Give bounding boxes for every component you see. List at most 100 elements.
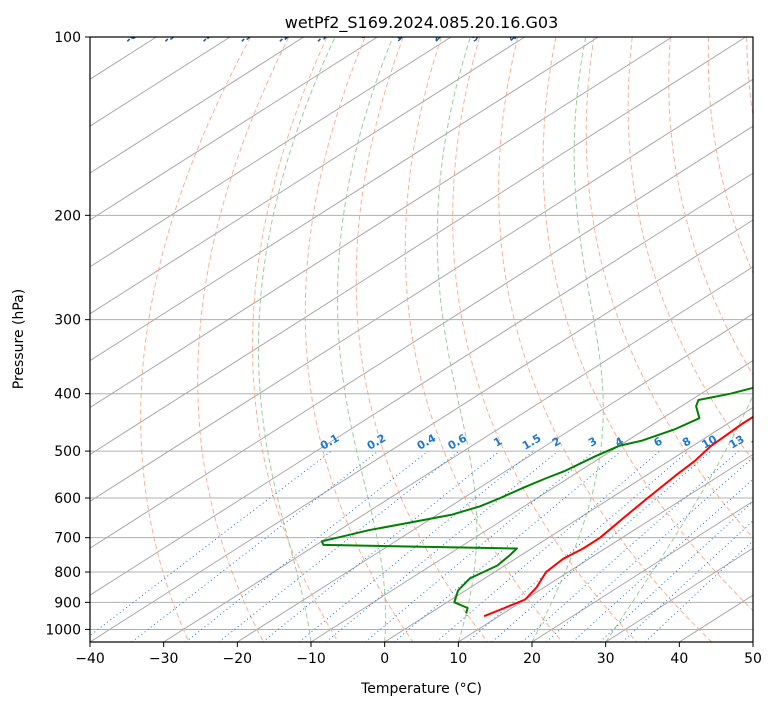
mixing-ratio-line [545,457,753,642]
mixing-ratio-line [644,540,753,642]
x-tick-label: −30 [149,651,179,667]
isotherm-line [90,37,452,268]
dry-adiabat-label: -20 [275,23,298,46]
mixing-ratio-label: 0.4 [415,431,439,452]
profile-series [320,386,753,618]
dry-adiabat-line [140,37,252,642]
dry-adiabat-line [668,37,753,376]
moist-adiabat-line [258,37,336,642]
y-tick-label: 1000 [45,622,81,638]
plot-frame [89,36,754,643]
dry-adiabat-line [498,37,713,642]
isotherm-line [163,266,753,642]
isotherm-line [90,37,378,221]
isotherm-line [384,406,753,642]
y-tick-label: 300 [54,313,81,329]
y-axis-title: Pressure (hPa) [11,289,27,389]
dewpoint-series-line [320,386,753,614]
x-tick-label: −40 [75,651,105,667]
temperature-series-line [483,415,753,618]
isotherm-line [310,360,753,642]
isotherm-line [90,125,753,549]
dry-adiabat-line [355,37,488,642]
isotherm-line [458,453,753,642]
isotherm-line [90,37,304,174]
y-tick-label: 200 [54,208,81,224]
dry-adiabat-line [585,37,753,539]
dry-adiabat-label: -30 [237,23,260,46]
mixing-ratio-lines [90,450,753,642]
x-tick-label: 40 [670,651,688,667]
y-tick-label: 800 [54,565,81,581]
isotherm-line [237,313,753,642]
dry-adiabat-line [542,37,753,612]
mixing-ratio-line [393,450,622,642]
moist-adiabat-line [337,37,394,642]
dry-adiabat-label: 30 [467,24,487,44]
mixing-ratio-label: 0.2 [365,432,388,453]
isotherms [90,37,753,642]
y-tick-label: 600 [54,491,81,507]
mixing-ratio-label: 2 [550,435,563,450]
isotherm-line [90,37,673,409]
mixing-ratio-label: 3 [586,435,599,450]
moist-adiabats [258,37,753,642]
isotherm-line [90,78,753,502]
isotherm-line [531,500,753,642]
isotherm-line [90,37,746,456]
dry-adiabat-label: -10 [313,23,336,46]
isotherm-line [679,594,753,642]
dry-adiabat-label: -60 [122,23,145,46]
dry-adiabat-line [197,37,290,642]
dry-adiabat-line [251,37,339,642]
mixing-ratio-line [467,450,689,642]
background-line-labels: 0.10.20.40.611.52346810131620253036-60-5… [122,23,769,453]
x-tick-label: −20 [223,651,253,667]
x-tick-label: 10 [449,651,467,667]
dry-adiabat-line [404,37,563,642]
y-axis-ticks: 1000 900 800 700 600 500 400 300 200 100 [45,30,90,638]
dry-adiabat-label: 20 [429,24,449,44]
dry-adiabat-label: -40 [198,23,221,46]
y-tick-label: 500 [54,444,81,460]
mixing-ratio-line [218,450,460,642]
mixing-ratio-label: 13 [727,433,747,452]
dry-adiabat-label: -50 [160,23,183,46]
dry-adiabat-label: 0 [355,27,370,42]
isotherm-line [752,641,753,642]
mixing-ratio-line [325,450,559,642]
mixing-ratio-line [622,520,753,642]
dry-adiabat-label: 40 [505,24,525,44]
x-axis-ticks: −40 −30 −20 −10 0 10 20 30 40 50 [75,642,762,667]
chart-title: wetPf2_S169.2024.085.20.16.G03 [285,13,559,33]
isotherm-line [90,172,753,596]
isotherm-line [90,37,599,362]
plot-area: 0.10.20.40.611.52346810131620253036-60-5… [90,23,769,642]
y-tick-label: 900 [54,595,81,611]
mixing-ratio-label: 0.1 [318,432,341,453]
mixing-ratio-line [262,450,501,642]
y-tick-label: 700 [54,531,81,547]
y-tick-label: 100 [54,30,81,46]
moist-adiabat-line [605,394,753,642]
dry-adiabat-label: 10 [391,24,411,44]
isotherm-line [90,37,525,315]
mixing-ratio-line [572,478,753,642]
mixing-ratio-line [131,450,379,642]
x-tick-label: 0 [380,651,389,667]
mixing-ratio-line [90,450,332,637]
isotherm-line [90,219,753,642]
x-tick-label: 50 [744,651,762,667]
x-axis-title: Temperature (°C) [360,681,482,697]
x-tick-label: 30 [597,651,615,667]
dry-adiabat-line [304,37,414,642]
mixing-ratio-label: 16 [749,432,769,451]
mixing-ratio-line [491,450,712,642]
x-tick-label: 20 [523,651,541,667]
moist-adiabat-line [436,37,478,642]
dry-adiabat-line [452,37,638,642]
mixing-ratio-line [364,450,595,642]
x-tick-label: −10 [296,651,326,667]
mixing-ratio-line [521,450,739,642]
